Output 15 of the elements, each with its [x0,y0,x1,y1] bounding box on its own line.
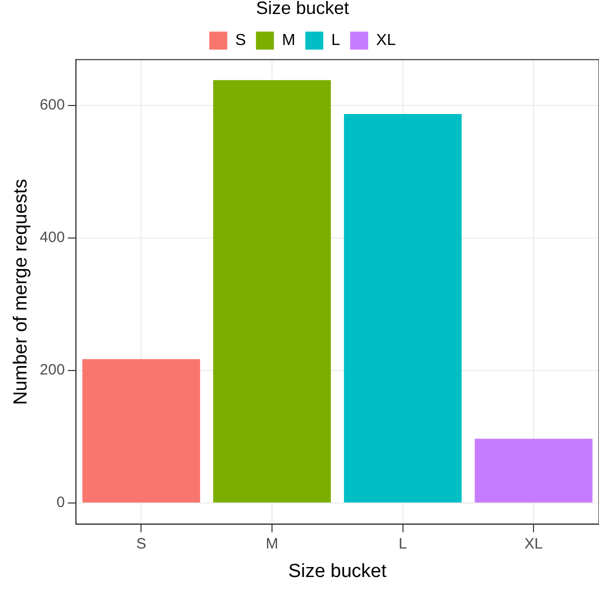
y-tick-label: 600 [40,96,65,114]
y-tick-label: 200 [40,362,65,379]
x-tick-label: S [136,535,146,552]
x-tick-label: L [398,535,407,552]
y-axis-title: Number of merge requests [10,178,32,405]
x-tick-label: M [266,535,278,552]
y-tick-label: 0 [56,494,65,512]
legend-label: XL [376,32,396,50]
y-tick-label: 400 [40,229,65,246]
legend-label: M [282,32,296,50]
x-axis-title: Size bucket [288,560,388,582]
legend-label: S [235,32,246,50]
x-tick-label: XL [524,535,543,552]
legend-title: Size bucket [256,0,350,18]
legend-label: L [331,32,340,50]
